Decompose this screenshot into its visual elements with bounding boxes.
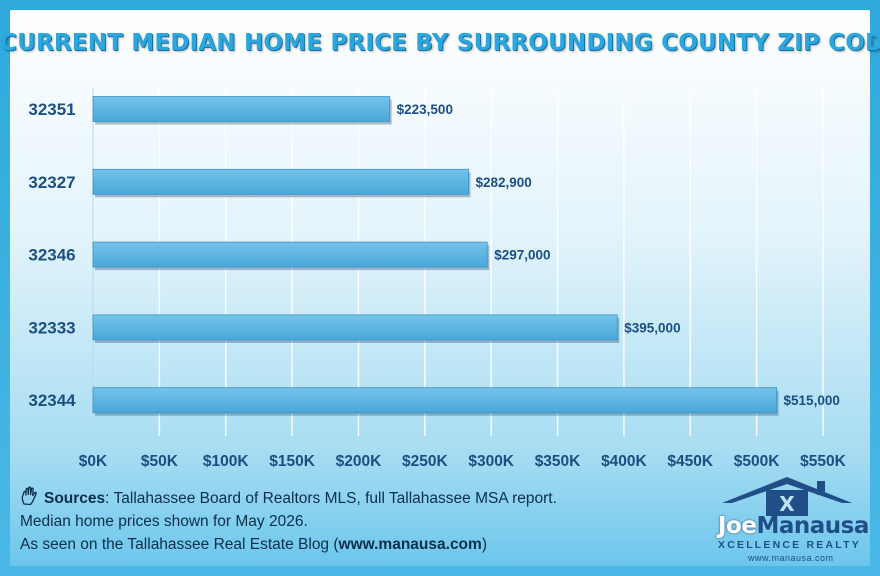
brand-logo[interactable]: X JoeManausa XCELLENCE REALTY www.manaus…	[712, 473, 869, 568]
logo-url: www.manausa.com	[748, 553, 834, 563]
x-tick-label: $250K	[402, 453, 448, 470]
bar	[92, 241, 488, 268]
sources-line-1: : Tallahassee Board of Realtors MLS, ful…	[105, 490, 557, 507]
labels: $0K $50K $100K $150K $200K $250K $300K $350K $40…	[28, 100, 846, 470]
x-tick-label: $300K	[468, 453, 514, 470]
x-tick-label: $100K	[203, 453, 249, 470]
data-label: $223,500	[397, 102, 453, 117]
category-label: 32333	[28, 318, 75, 337]
x-tick-label: $350K	[535, 453, 581, 470]
data-label: $282,900	[475, 175, 531, 190]
x-tick-label: $450K	[667, 453, 713, 470]
category-label: 32327	[28, 173, 75, 192]
grid-lines	[92, 88, 824, 436]
svg-text:X: X	[779, 492, 795, 516]
hand-icon	[21, 486, 37, 506]
bar	[92, 96, 391, 122]
sources-line-3-suffix: )	[481, 536, 487, 553]
category-label: 32346	[28, 246, 75, 265]
bar	[92, 168, 469, 195]
logo-subtitle: XCELLENCE REALTY	[718, 539, 861, 551]
sources-note: Sources: Tallahassee Board of Realtors M…	[20, 486, 660, 556]
sources-line-3-prefix: As seen on the Tallahassee Real Estate B…	[20, 536, 339, 553]
bar	[92, 387, 777, 414]
x-tick-label: $50K	[141, 453, 179, 470]
x-tick-label: $500K	[734, 453, 780, 470]
x-tick-label: $150K	[269, 453, 315, 470]
data-label: $395,000	[624, 320, 680, 335]
x-tick-label: $400K	[601, 453, 647, 470]
data-label: $297,000	[494, 248, 550, 263]
x-tick-label: $200K	[336, 453, 382, 470]
logo-name: JoeManausa	[718, 513, 869, 539]
bar	[92, 314, 618, 341]
bars	[92, 96, 779, 416]
category-label: 32344	[28, 391, 76, 410]
house-logo-icon: X	[722, 477, 852, 516]
chart-title: CURRENT MEDIAN HOME PRICE BY SURROUNDING…	[0, 30, 880, 56]
data-label: $515,000	[784, 393, 840, 408]
x-tick-label: $550K	[800, 453, 846, 470]
sources-line-2: Median home prices shown for May 2026.	[20, 513, 308, 530]
blog-link[interactable]: www.manausa.com	[338, 536, 482, 553]
category-label: 32351	[28, 100, 75, 119]
x-tick-label: $0K	[79, 453, 108, 470]
sources-label: Sources	[44, 490, 106, 507]
